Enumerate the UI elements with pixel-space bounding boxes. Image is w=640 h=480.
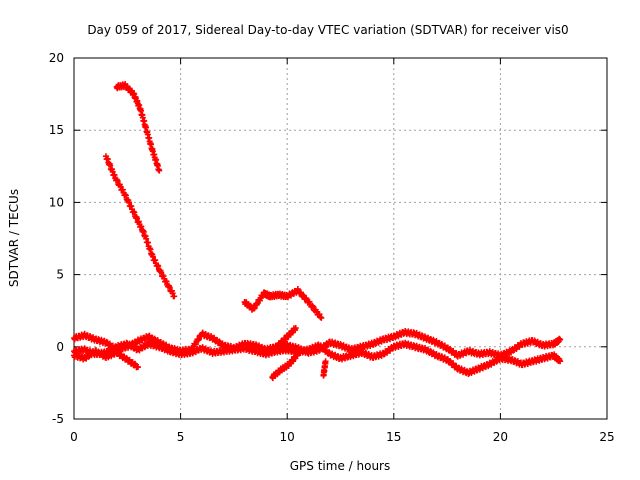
- series-arc-a: [113, 80, 163, 174]
- data-point: [557, 358, 564, 365]
- y-tick-label: 0: [56, 340, 64, 354]
- data-point: [318, 314, 325, 321]
- series-arc-b: [102, 153, 178, 300]
- data-point: [317, 314, 324, 321]
- x-axis-label: GPS time / hours: [290, 459, 391, 473]
- x-tick-label: 5: [177, 430, 185, 444]
- data-point: [316, 311, 323, 318]
- series-arc-f: [320, 358, 329, 379]
- y-tick-label: 10: [49, 195, 64, 209]
- data-point: [171, 293, 178, 300]
- x-tick-label: 10: [280, 430, 295, 444]
- series-arc-c: [241, 285, 325, 321]
- series-arc-i: [71, 339, 564, 378]
- data-point: [320, 372, 327, 379]
- data-point: [557, 336, 564, 343]
- y-axis-label: SDTVAR / TECUs: [7, 189, 21, 287]
- y-tick-label: 20: [49, 51, 64, 65]
- data-point: [310, 303, 317, 310]
- y-tick-label: 5: [56, 268, 64, 282]
- data-point: [309, 302, 316, 309]
- y-tick-label: 15: [49, 123, 64, 137]
- data-points: [71, 80, 564, 382]
- x-tick-label: 0: [70, 430, 78, 444]
- data-point: [306, 298, 313, 305]
- data-point: [134, 364, 141, 371]
- chart-title: Day 059 of 2017, Sidereal Day-to-day VTE…: [87, 23, 568, 37]
- x-tick-label: 20: [493, 430, 508, 444]
- y-tick-label: -5: [52, 412, 64, 426]
- data-point: [156, 167, 163, 174]
- x-tick-label: 15: [386, 430, 401, 444]
- data-point: [292, 325, 299, 332]
- plot-frame: [73, 57, 608, 420]
- axis-ticks: 0 5 10 15 20 25 -5 0 5 10 15 20: [49, 51, 615, 444]
- x-tick-label: 25: [599, 430, 614, 444]
